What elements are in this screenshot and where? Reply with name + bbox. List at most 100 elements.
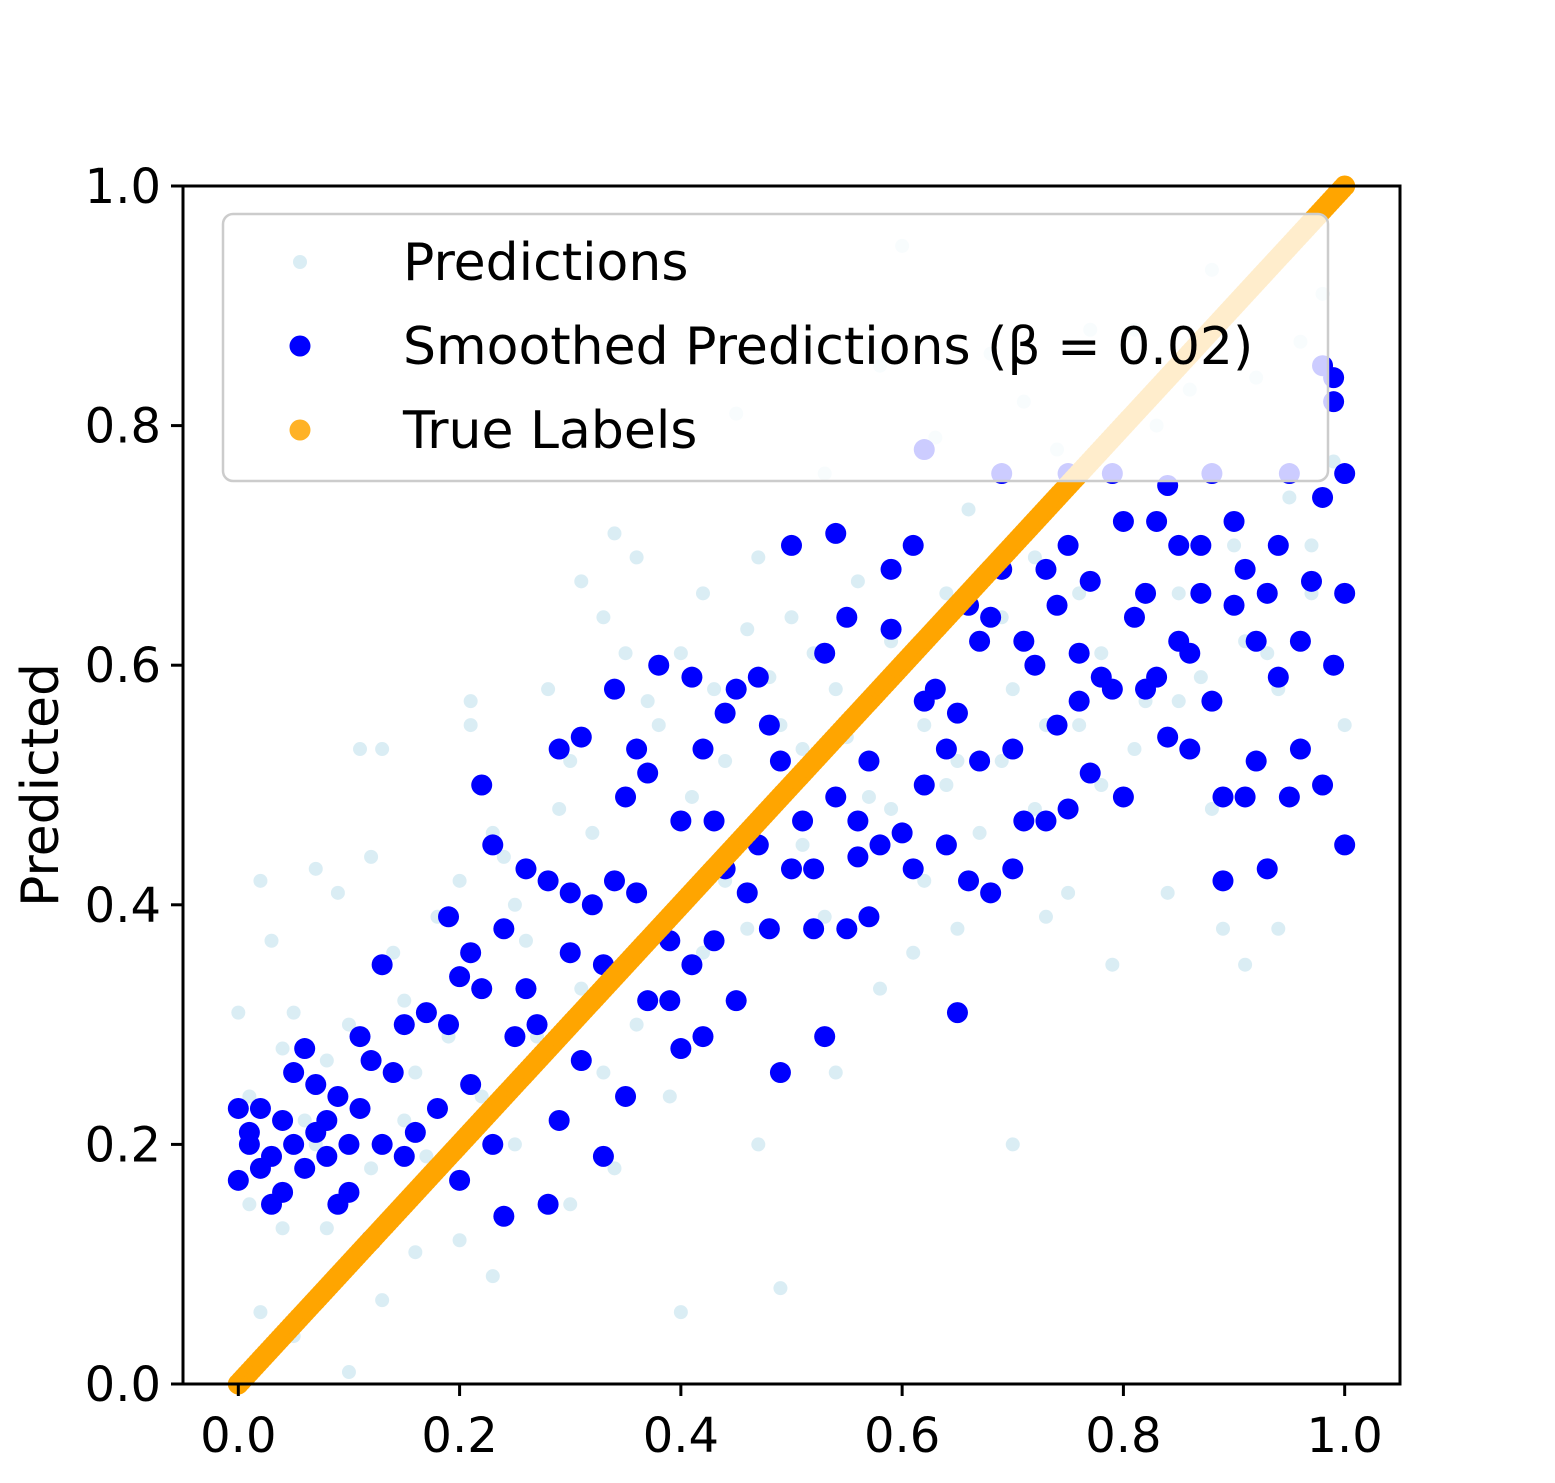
prediction-point xyxy=(1260,646,1275,661)
smoothed-prediction-point xyxy=(670,1038,692,1060)
smoothed-prediction-point xyxy=(1334,463,1356,485)
smoothed-prediction-point xyxy=(637,762,659,784)
smoothed-prediction-point xyxy=(1179,642,1201,664)
y-tick-label: 0.6 xyxy=(85,638,161,694)
smoothed-prediction-point xyxy=(1079,570,1101,592)
smoothed-prediction-point xyxy=(1057,798,1079,820)
prediction-point xyxy=(330,885,345,900)
smoothed-prediction-point xyxy=(548,738,570,760)
smoothed-prediction-point xyxy=(1157,726,1179,748)
prediction-point xyxy=(319,1221,334,1236)
prediction-point xyxy=(773,1281,788,1296)
prediction-point xyxy=(1005,1137,1020,1152)
smoothed-prediction-point xyxy=(1079,762,1101,784)
smoothed-prediction-point xyxy=(1234,558,1256,580)
smoothed-prediction-point xyxy=(283,1062,305,1084)
smoothed-prediction-point xyxy=(360,1050,382,1072)
prediction-point xyxy=(917,873,932,888)
legend-marker-predictions xyxy=(293,255,307,269)
smoothed-prediction-point xyxy=(460,1074,482,1095)
smoothed-prediction-point xyxy=(581,894,603,916)
prediction-point xyxy=(1061,885,1076,900)
prediction-point xyxy=(1027,801,1042,816)
smoothed-prediction-point xyxy=(1190,582,1212,604)
prediction-point xyxy=(452,873,467,888)
prediction-point xyxy=(452,1233,467,1248)
smoothed-prediction-point xyxy=(471,774,493,796)
prediction-point xyxy=(253,873,268,888)
prediction-point xyxy=(242,1197,257,1212)
smoothed-prediction-point xyxy=(1013,630,1035,652)
smoothed-prediction-point xyxy=(1267,534,1289,556)
smoothed-prediction-point xyxy=(1068,642,1090,664)
smoothed-prediction-point xyxy=(1223,510,1245,532)
y-tick-label: 0.4 xyxy=(85,878,161,934)
prediction-point xyxy=(253,1305,268,1320)
prediction-point xyxy=(518,933,533,948)
prediction-point xyxy=(386,945,401,960)
prediction-point xyxy=(585,825,600,840)
smoothed-prediction-point xyxy=(1245,750,1267,772)
prediction-point xyxy=(397,993,412,1008)
prediction-point xyxy=(485,1269,500,1284)
x-tick-label: 0.0 xyxy=(200,1408,276,1464)
smoothed-prediction-point xyxy=(1123,606,1145,628)
prediction-point xyxy=(275,1221,290,1236)
true-labels-series xyxy=(227,175,1356,1395)
smoothed-prediction-point xyxy=(294,1038,316,1060)
prediction-point xyxy=(939,778,954,792)
plot-frame xyxy=(181,184,1402,1386)
smoothed-prediction-point xyxy=(382,1062,404,1084)
prediction-point xyxy=(596,1065,611,1080)
smoothed-prediction-point xyxy=(1190,534,1212,556)
smoothed-prediction-point xyxy=(272,1181,294,1203)
prediction-point xyxy=(463,694,478,709)
smoothed-prediction-point xyxy=(969,750,991,772)
smoothed-prediction-point xyxy=(592,1145,614,1167)
smoothed-prediction-point xyxy=(438,906,460,928)
smoothed-prediction-point xyxy=(814,1026,836,1048)
smoothed-prediction-point xyxy=(1135,582,1157,604)
prediction-point xyxy=(906,945,921,960)
smoothed-prediction-point xyxy=(548,1109,570,1131)
smoothed-prediction-point xyxy=(836,606,858,628)
smoothed-prediction-point xyxy=(935,738,957,760)
smoothed-prediction-point xyxy=(935,834,957,856)
prediction-point xyxy=(1204,801,1219,816)
smoothed-prediction-point xyxy=(825,786,847,808)
y-tick-label: 0.8 xyxy=(85,399,161,455)
prediction-point xyxy=(784,610,799,625)
prediction-point xyxy=(751,1137,766,1152)
prediction-point xyxy=(1227,538,1242,553)
prediction-point xyxy=(408,1245,423,1260)
prediction-point xyxy=(1072,718,1087,733)
smoothed-prediction-point xyxy=(703,810,725,832)
prediction-point xyxy=(1094,778,1109,792)
prediction-point xyxy=(375,1293,390,1308)
prediction-point xyxy=(1160,885,1175,900)
smoothed-prediction-point xyxy=(615,1085,637,1107)
legend-label-smoothed-predictions: Smoothed Predictions (β = 0.02) xyxy=(403,317,1253,377)
prediction-point xyxy=(917,718,932,733)
prediction-point xyxy=(1238,957,1253,972)
smoothed-prediction-point xyxy=(1024,654,1046,676)
prediction-point xyxy=(463,718,478,733)
smoothed-prediction-point xyxy=(703,930,725,952)
smoothed-prediction-point xyxy=(305,1074,327,1095)
prediction-point xyxy=(364,849,379,864)
smoothed-prediction-point xyxy=(1035,558,1057,580)
smoothed-prediction-point xyxy=(1312,774,1334,796)
prediction-point xyxy=(507,897,522,912)
smoothed-prediction-point xyxy=(316,1145,338,1167)
smoothed-prediction-point xyxy=(1057,534,1079,556)
legend-marker-smoothed-predictions xyxy=(289,335,311,357)
prediction-point xyxy=(563,754,578,769)
smoothed-prediction-point xyxy=(1013,810,1035,832)
smoothed-prediction-point xyxy=(880,618,902,640)
y-tick-label: 0.2 xyxy=(85,1117,161,1173)
prediction-point xyxy=(740,622,755,637)
smoothed-prediction-point xyxy=(847,846,869,868)
smoothed-prediction-point xyxy=(283,1133,305,1155)
smoothed-prediction-point xyxy=(1289,630,1311,652)
smoothed-prediction-point xyxy=(902,534,924,556)
